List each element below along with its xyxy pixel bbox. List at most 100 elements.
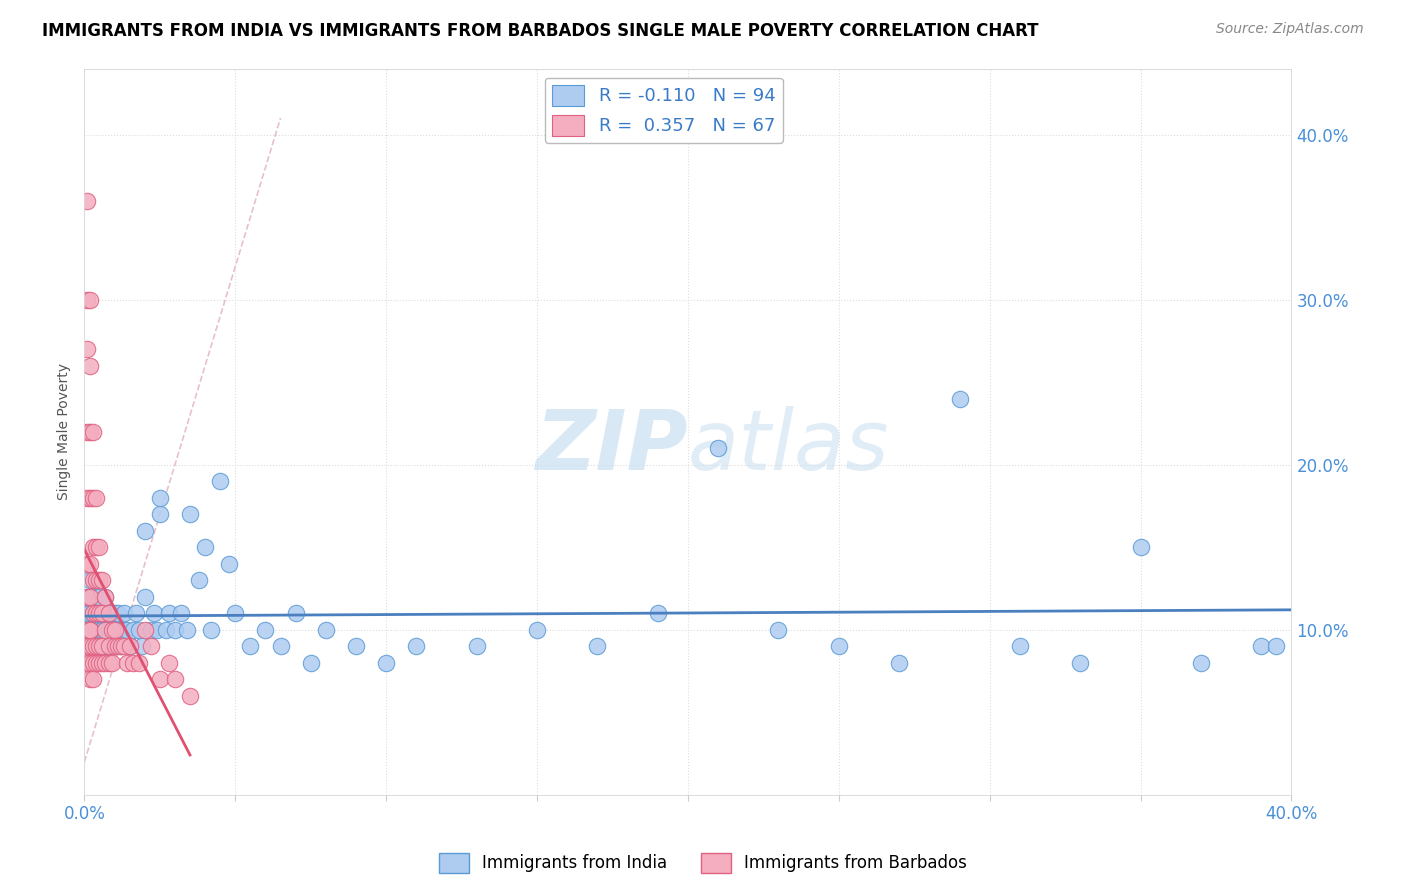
Point xyxy=(1250,640,1272,654)
Point xyxy=(163,623,186,637)
Point xyxy=(1265,640,1288,654)
Point xyxy=(82,607,104,621)
Point xyxy=(79,557,101,571)
Point xyxy=(91,574,114,588)
Point xyxy=(128,656,150,670)
Point xyxy=(97,640,120,654)
Point xyxy=(94,623,117,637)
Point xyxy=(157,656,180,670)
Point xyxy=(107,607,129,621)
Text: ZIP: ZIP xyxy=(536,406,688,487)
Point xyxy=(131,640,153,654)
Text: Source: ZipAtlas.com: Source: ZipAtlas.com xyxy=(1216,22,1364,37)
Point xyxy=(76,640,98,654)
Point xyxy=(344,640,367,654)
Point xyxy=(79,640,101,654)
Point xyxy=(179,689,201,703)
Point xyxy=(97,656,120,670)
Point xyxy=(115,623,138,637)
Point xyxy=(86,623,108,637)
Point xyxy=(91,623,114,637)
Point xyxy=(465,640,488,654)
Point xyxy=(82,623,104,637)
Point xyxy=(89,607,111,621)
Point xyxy=(82,590,104,604)
Point xyxy=(82,640,104,654)
Point xyxy=(100,656,122,670)
Point xyxy=(82,491,104,505)
Point xyxy=(170,607,193,621)
Text: atlas: atlas xyxy=(688,406,890,487)
Point xyxy=(107,640,129,654)
Point xyxy=(179,508,201,522)
Point xyxy=(91,640,114,654)
Point xyxy=(139,623,162,637)
Point xyxy=(89,640,111,654)
Point xyxy=(647,607,669,621)
Point xyxy=(103,623,125,637)
Point xyxy=(1069,656,1091,670)
Point xyxy=(79,590,101,604)
Point xyxy=(89,640,111,654)
Point xyxy=(149,491,172,505)
Point xyxy=(121,623,143,637)
Point xyxy=(100,623,122,637)
Point xyxy=(254,623,277,637)
Point xyxy=(89,656,111,670)
Point xyxy=(86,607,108,621)
Point xyxy=(82,673,104,687)
Point xyxy=(100,623,122,637)
Point xyxy=(128,623,150,637)
Point xyxy=(218,557,240,571)
Point xyxy=(112,623,135,637)
Point xyxy=(209,475,232,489)
Point xyxy=(82,541,104,555)
Legend: Immigrants from India, Immigrants from Barbados: Immigrants from India, Immigrants from B… xyxy=(432,847,974,880)
Point xyxy=(270,640,292,654)
Point xyxy=(188,574,211,588)
Point xyxy=(82,623,104,637)
Point xyxy=(82,656,104,670)
Point xyxy=(79,425,101,439)
Point xyxy=(100,640,122,654)
Point xyxy=(86,590,108,604)
Point xyxy=(115,656,138,670)
Point xyxy=(124,607,146,621)
Point xyxy=(86,607,108,621)
Point xyxy=(94,590,117,604)
Point xyxy=(97,607,120,621)
Point xyxy=(79,359,101,373)
Point xyxy=(315,623,337,637)
Point xyxy=(76,343,98,357)
Point xyxy=(103,640,125,654)
Legend: R = -0.110   N = 94, R =  0.357   N = 67: R = -0.110 N = 94, R = 0.357 N = 67 xyxy=(544,78,783,143)
Point xyxy=(86,640,108,654)
Point xyxy=(224,607,246,621)
Point xyxy=(76,607,98,621)
Point xyxy=(94,623,117,637)
Point xyxy=(110,640,132,654)
Point xyxy=(103,640,125,654)
Point xyxy=(76,623,98,637)
Point xyxy=(91,656,114,670)
Point xyxy=(134,590,156,604)
Point xyxy=(89,574,111,588)
Point xyxy=(86,656,108,670)
Point xyxy=(112,640,135,654)
Point xyxy=(139,640,162,654)
Point xyxy=(79,574,101,588)
Point xyxy=(118,640,141,654)
Point xyxy=(375,656,398,670)
Point xyxy=(86,491,108,505)
Point xyxy=(76,557,98,571)
Point xyxy=(121,656,143,670)
Point xyxy=(91,607,114,621)
Point xyxy=(79,623,101,637)
Point xyxy=(97,623,120,637)
Point xyxy=(586,640,609,654)
Point xyxy=(134,524,156,538)
Point xyxy=(91,623,114,637)
Point xyxy=(79,623,101,637)
Point xyxy=(89,623,111,637)
Point xyxy=(89,541,111,555)
